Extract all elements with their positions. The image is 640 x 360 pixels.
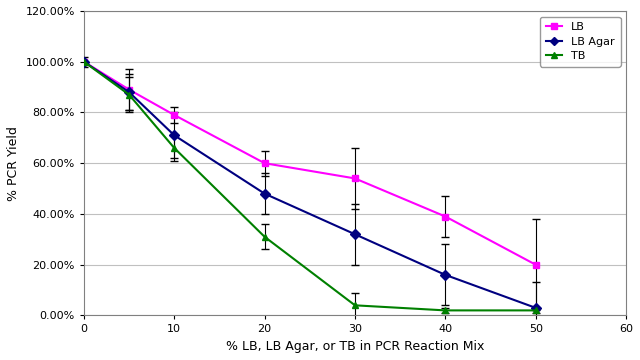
X-axis label: % LB, LB Agar, or TB in PCR Reaction Mix: % LB, LB Agar, or TB in PCR Reaction Mix	[226, 340, 484, 353]
Y-axis label: % PCR Yield: % PCR Yield	[7, 126, 20, 201]
Legend: LB, LB Agar, TB: LB, LB Agar, TB	[540, 17, 621, 67]
